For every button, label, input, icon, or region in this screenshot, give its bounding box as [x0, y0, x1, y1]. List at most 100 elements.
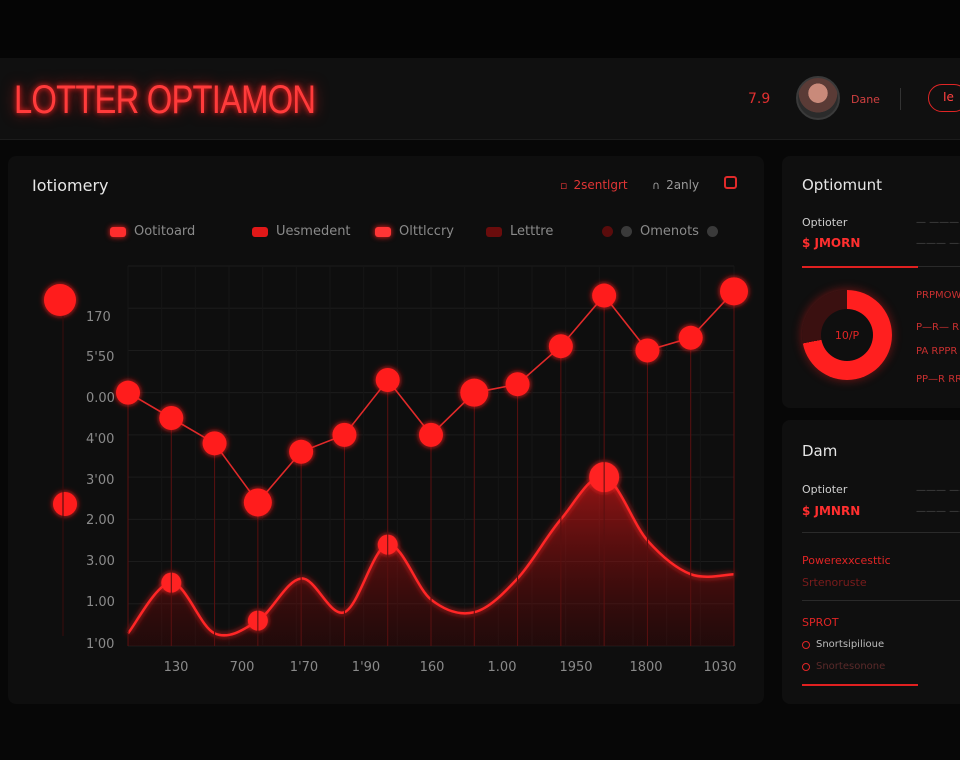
metric-detail: — ——— —— — [916, 217, 960, 228]
donut-label: 10/P — [821, 309, 873, 361]
x-tick-label: 1030 — [703, 660, 737, 675]
divider — [918, 266, 960, 267]
legend-item[interactable]: Uesmedent — [252, 224, 351, 239]
legend-dot — [602, 226, 613, 237]
series-point — [460, 378, 489, 407]
lock-icon: ∩ — [652, 178, 661, 192]
x-tick-label: 1.00 — [487, 660, 517, 675]
x-tick-label: 1'90 — [351, 660, 381, 675]
accent-point — [44, 284, 76, 316]
summary-panel: Optiomunt Optioter $ JMORN — ——— —— ——— … — [782, 156, 960, 408]
x-tick-label: 1950 — [559, 660, 593, 675]
note-text: PP—R RRNP — [916, 374, 960, 385]
top-bar — [0, 0, 960, 58]
series-point — [678, 325, 703, 350]
legend-label: Olttlccry — [399, 224, 454, 239]
series-point — [592, 283, 617, 308]
progress-bar — [802, 684, 918, 686]
note-text: P—R— RPPRN — [916, 322, 960, 333]
y-tick-label: 5'50 — [86, 350, 115, 365]
x-tick-label: 1800 — [629, 660, 663, 675]
x-tick-label: 700 — [229, 660, 255, 675]
app-header: LOTTER OPTIAMON 7.9 Dane Ie — [0, 58, 960, 140]
option-label[interactable]: Snortsipilioue — [816, 639, 885, 650]
header-action-button[interactable]: Ie — [928, 84, 960, 112]
y-tick-label: 1'00 — [86, 637, 115, 652]
legend-item[interactable]: Letttre — [486, 224, 553, 239]
area-fill — [128, 476, 734, 646]
alert-subtext: Srtenoruste — [802, 576, 867, 589]
calendar-icon: ▫ — [560, 178, 568, 192]
series-point — [289, 439, 314, 464]
series-point — [548, 334, 573, 359]
y-tick-label: 3'00 — [86, 473, 115, 488]
legend-item[interactable]: Omenots — [602, 224, 718, 239]
detail-panel: Dam Optioter $ JMNRN ——— ——— — ——— ——— P… — [782, 420, 960, 704]
y-tick-label: 170 — [86, 310, 111, 325]
view-control[interactable]: ∩ 2anly — [652, 178, 699, 192]
metric-value: $ JMNRN — [802, 504, 861, 518]
radio-icon[interactable] — [802, 641, 810, 649]
line-chart — [44, 265, 748, 647]
x-tick-label: 160 — [419, 660, 445, 675]
area-series-line — [127, 475, 735, 637]
x-tick-label: 130 — [163, 660, 189, 675]
chart-legend: Ootitoard Uesmedent Olttlccry Letttre Om… — [8, 224, 764, 244]
radio-icon[interactable] — [802, 663, 810, 671]
legend-label: Omenots — [640, 224, 699, 239]
range-label: 2sentlgrt — [573, 178, 628, 192]
series-point — [202, 431, 227, 456]
user-name[interactable]: Dane — [851, 93, 880, 106]
series-point — [159, 406, 184, 430]
legend-swatch — [110, 226, 126, 237]
chart-panel: Iotiomery ▫ 2sentlgrt ∩ 2anly Ootitoard … — [8, 156, 764, 704]
series-point — [332, 422, 357, 447]
y-tick-label: 4'00 — [86, 432, 115, 447]
legend-swatch — [486, 226, 502, 237]
legend-label: Uesmedent — [276, 224, 351, 239]
app-title: LOTTER OPTIAMON — [14, 78, 316, 122]
expand-checkbox[interactable] — [724, 176, 737, 189]
alert-text: Powerexxcesttic — [802, 554, 891, 567]
metric-label: Optioter — [802, 483, 848, 496]
y-tick-label: 0.00 — [86, 391, 115, 406]
metric-label: Optioter — [802, 216, 848, 229]
header-divider — [900, 88, 901, 110]
series-point — [635, 338, 660, 363]
y-tick-label: 1.00 — [86, 595, 115, 610]
divider — [802, 600, 960, 601]
section-heading: SPROT — [802, 616, 839, 629]
legend-item[interactable]: Ootitoard — [110, 224, 195, 239]
view-label: 2anly — [666, 178, 700, 192]
legend-label: Letttre — [510, 224, 554, 239]
metric-detail: ——— ——— — [916, 238, 960, 249]
legend-swatch — [252, 226, 268, 237]
avatar[interactable] — [796, 76, 840, 120]
metric-detail: ——— ——— — — [916, 485, 960, 496]
y-tick-label: 3.00 — [86, 554, 115, 569]
chart-title: Iotiomery — [32, 176, 109, 195]
option-label[interactable]: Snortesonone — [816, 661, 886, 672]
divider — [802, 532, 960, 533]
range-control[interactable]: ▫ 2sentlgrt — [560, 178, 628, 192]
legend-item[interactable]: Olttlccry — [375, 224, 454, 239]
panel-title: Dam — [802, 442, 838, 460]
legend-swatch — [375, 226, 391, 237]
legend-dot — [621, 226, 632, 237]
series-point — [116, 380, 140, 405]
series-point — [419, 422, 443, 447]
series-point — [505, 372, 530, 397]
metric-detail: ——— ——— — [916, 506, 960, 517]
donut-chart: 10/P — [802, 290, 892, 380]
x-tick-label: 1'70 — [289, 660, 319, 675]
panel-title: Optiomunt — [802, 176, 883, 194]
note-text: PRPMOWRON — [916, 290, 960, 301]
y-tick-label: 2.00 — [86, 513, 115, 528]
series-point — [243, 488, 272, 517]
metric-value: $ JMORN — [802, 236, 861, 250]
metric-bar — [802, 266, 918, 268]
series-point — [375, 368, 400, 392]
series-point — [720, 277, 748, 306]
header-count[interactable]: 7.9 — [748, 91, 771, 107]
legend-label: Ootitoard — [134, 224, 196, 239]
